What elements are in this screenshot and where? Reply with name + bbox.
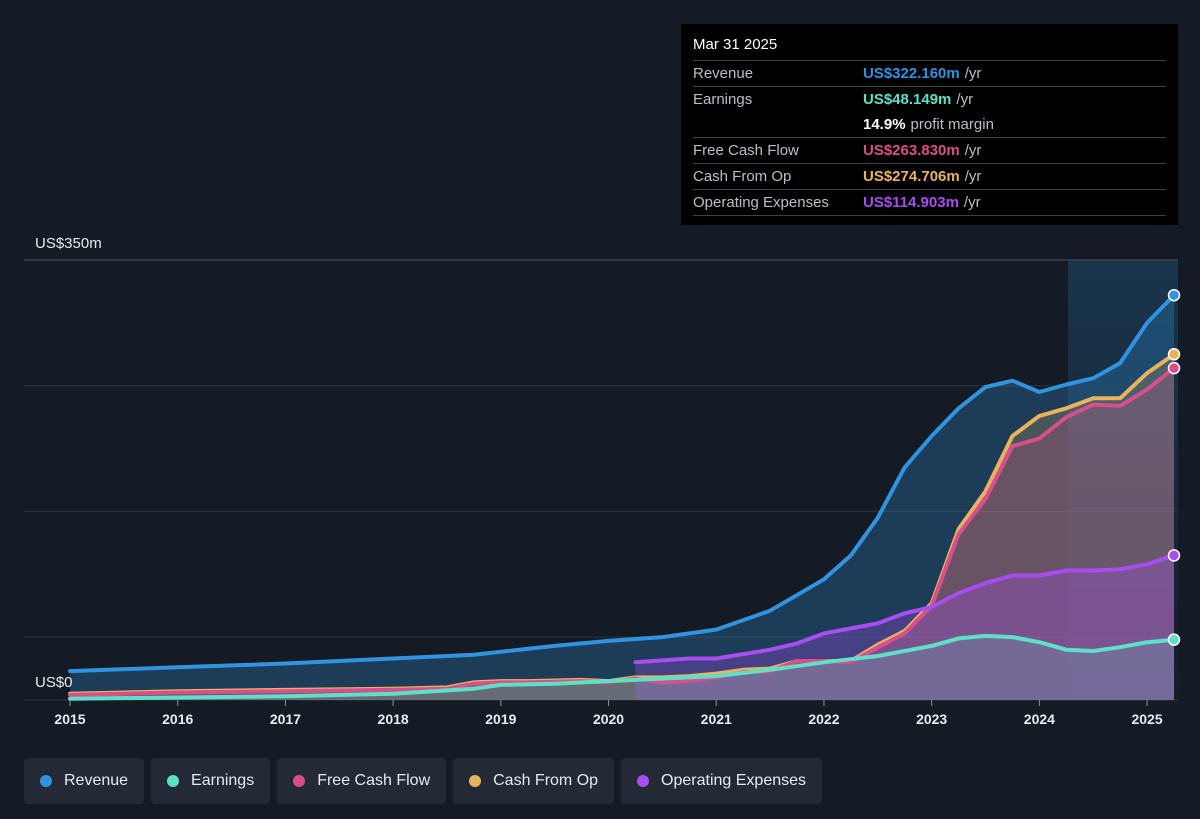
legend-item-revenue[interactable]: Revenue: [24, 758, 145, 804]
legend-item-cash-from-op[interactable]: Cash From Op: [453, 758, 615, 804]
tooltip-row-value: US$322.160m: [863, 65, 960, 82]
legend-label: Earnings: [191, 772, 255, 789]
legend: Revenue Earnings Free Cash Flow Cash From O…: [24, 758, 823, 804]
legend-dot-icon: [167, 775, 180, 787]
legend-label: Operating Expenses: [661, 772, 807, 789]
tooltip-row-earnings: Earnings US$48.149m/yr: [693, 87, 1166, 112]
tooltip-date: Mar 31 2025: [693, 34, 1166, 61]
legend-dot-icon: [637, 775, 650, 787]
x-tick-label: 2023: [916, 711, 947, 727]
tooltip-row-unit: /yr: [964, 168, 982, 185]
tooltip-row-label: Cash From Op: [693, 168, 792, 185]
legend-label: Revenue: [64, 772, 129, 789]
x-tick-label: 2019: [485, 711, 516, 727]
x-tick-label: 2025: [1131, 711, 1162, 727]
operating-expenses-line: [633, 553, 1176, 665]
tooltip-row-cash-from-op: Cash From Op US$274.706m/yr: [693, 164, 1166, 190]
tooltip-panel: Mar 31 2025 Revenue US$322.160m/yr Earning…: [681, 24, 1178, 225]
tooltip-row-unit: profit margin: [910, 116, 994, 133]
x-tick-label: 2015: [54, 711, 85, 727]
revenue-endpoint: [1167, 288, 1181, 302]
legend-dot-icon: [469, 775, 482, 787]
revenue-line: [68, 293, 1176, 674]
legend-item-free-cash-flow[interactable]: Free Cash Flow: [277, 758, 447, 804]
tooltip-row-label: Free Cash Flow: [693, 142, 799, 159]
legend-dot-icon: [40, 775, 52, 787]
legend-item-operating-expenses[interactable]: Operating Expenses: [621, 758, 823, 804]
tooltip-row-operating-expenses: Operating Expenses US$114.903m/yr: [693, 190, 1166, 216]
free-cash-flow-area: [70, 368, 1174, 700]
tooltip-row-value: 14.9%: [863, 116, 906, 133]
tooltip-row-label: Revenue: [693, 65, 754, 82]
operating-expenses-endpoint: [1167, 549, 1181, 562]
x-tick-label: 2024: [1024, 711, 1055, 727]
y-axis-bottom-label: US$0: [35, 674, 73, 691]
legend-item-earnings[interactable]: Earnings: [151, 758, 271, 804]
tooltip-row-unit: /yr: [964, 142, 982, 159]
highlight-band: [1068, 260, 1178, 700]
tooltip-row-value: US$263.830m: [863, 142, 960, 159]
legend-dot-icon: [293, 775, 306, 787]
tooltip-row-label: Operating Expenses: [693, 194, 829, 211]
earnings-line: [68, 633, 1176, 701]
tooltip-row-unit: /yr: [956, 91, 974, 108]
tooltip-row-value: US$48.149m: [863, 91, 952, 108]
x-tick-label: 2016: [162, 711, 193, 727]
cash-from-op-area: [70, 354, 1174, 700]
tooltip-row-value: US$274.706m: [863, 168, 960, 185]
revenue-area: [70, 295, 1174, 700]
tooltip-row-label: Earnings: [693, 91, 753, 108]
tooltip-row-value: US$114.903m: [863, 194, 959, 211]
legend-label: Free Cash Flow: [317, 772, 431, 789]
x-tick-label: 2018: [378, 711, 409, 727]
y-axis-top-label: US$350m: [35, 235, 102, 252]
x-tick-label: 2022: [808, 711, 839, 727]
tooltip-row-unit: /yr: [964, 65, 982, 82]
earnings-endpoint: [1167, 633, 1181, 646]
x-tick-label: 2017: [270, 711, 301, 727]
earnings-area: [70, 635, 1174, 700]
cash-from-op-endpoint: [1167, 348, 1181, 361]
operating-expenses-area: [635, 555, 1174, 700]
x-tick-label: 2021: [701, 711, 732, 727]
tooltip-row-unit: /yr: [963, 194, 981, 211]
x-tick-label: 2020: [593, 711, 624, 727]
free-cash-flow-endpoint: [1167, 361, 1181, 375]
tooltip-row-free-cash-flow: Free Cash Flow US$263.830m/yr: [693, 138, 1166, 164]
legend-label: Cash From Op: [493, 772, 599, 789]
tooltip-row-profit-margin: 14.9% profit margin: [693, 112, 1166, 138]
tooltip-row-revenue: Revenue US$322.160m/yr: [693, 61, 1166, 87]
